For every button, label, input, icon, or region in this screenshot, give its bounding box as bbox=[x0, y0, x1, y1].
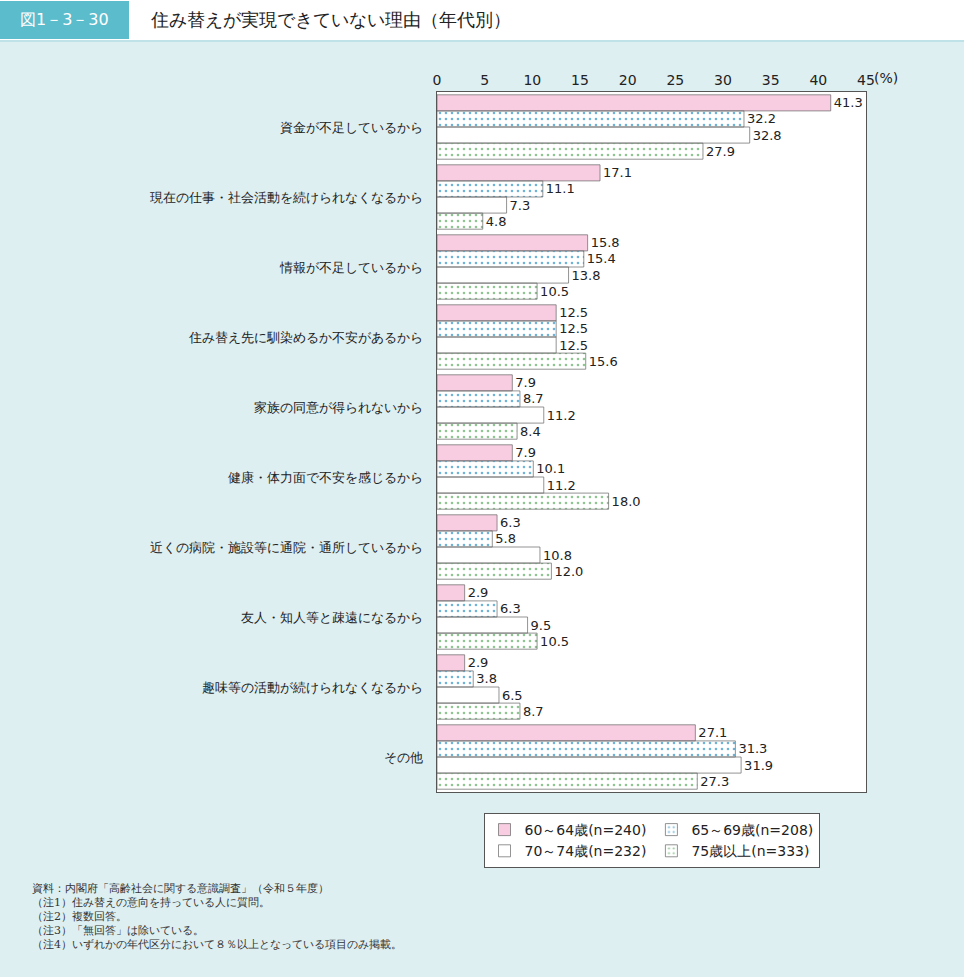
svg-text:7.9: 7.9 bbox=[515, 445, 536, 460]
svg-text:8.7: 8.7 bbox=[523, 391, 544, 406]
svg-text:31.9: 31.9 bbox=[744, 758, 773, 773]
html-text:住み替えが実現できていない理由（年代別）: 住み替えが実現できていない理由（年代別） bbox=[150, 9, 511, 30]
svg-text:9.5: 9.5 bbox=[531, 618, 552, 633]
svg-text:15: 15 bbox=[571, 72, 589, 88]
svg-text:家族の同意が得られないから: 家族の同意が得られないから bbox=[254, 400, 423, 415]
svg-text:その他: その他 bbox=[384, 750, 423, 765]
svg-text:18.0: 18.0 bbox=[612, 494, 641, 509]
svg-text:30: 30 bbox=[714, 72, 732, 88]
svg-text:住み替え先に馴染めるか不安があるから: 住み替え先に馴染めるか不安があるから bbox=[188, 330, 423, 345]
svg-text:10.5: 10.5 bbox=[540, 284, 569, 299]
svg-text:32.2: 32.2 bbox=[747, 111, 776, 126]
svg-text:8.7: 8.7 bbox=[523, 704, 544, 719]
svg-text:資金が不足しているから: 資金が不足しているから bbox=[280, 120, 423, 135]
svg-text:70～74歳(n=232): 70～74歳(n=232) bbox=[525, 843, 647, 859]
svg-text:10.5: 10.5 bbox=[540, 634, 569, 649]
svg-text:65～69歳(n=208): 65～69歳(n=208) bbox=[691, 822, 813, 838]
svg-text:32.8: 32.8 bbox=[753, 128, 782, 143]
svg-text:0: 0 bbox=[433, 72, 442, 88]
svg-text:11.1: 11.1 bbox=[546, 181, 575, 196]
html-text:資料：内閣府「高齢社会に関する意識調査」（令和５年度）: 資料：内閣府「高齢社会に関する意識調査」（令和５年度） bbox=[32, 882, 329, 895]
svg-text:20: 20 bbox=[619, 72, 637, 88]
svg-text:2.9: 2.9 bbox=[468, 585, 489, 600]
svg-text:40: 40 bbox=[809, 72, 827, 88]
svg-text:27.1: 27.1 bbox=[698, 725, 727, 740]
svg-text:45: 45 bbox=[857, 72, 875, 88]
html-text:（注2）複数回答。: （注2）複数回答。 bbox=[32, 910, 127, 923]
svg-text:友人・知人等と疎遠になるから: 友人・知人等と疎遠になるから bbox=[241, 610, 423, 625]
svg-text:6.3: 6.3 bbox=[500, 601, 521, 616]
svg-text:10: 10 bbox=[523, 72, 541, 88]
svg-text:27.9: 27.9 bbox=[706, 144, 735, 159]
svg-text:6.3: 6.3 bbox=[500, 515, 521, 530]
svg-text:25: 25 bbox=[666, 72, 684, 88]
svg-text:13.8: 13.8 bbox=[572, 268, 601, 283]
svg-text:60～64歳(n=240): 60～64歳(n=240) bbox=[525, 822, 647, 838]
html-text:（注4）いずれかの年代区分において８％以上となっている項目の: （注4）いずれかの年代区分において８％以上となっている項目のみ掲載。 bbox=[32, 938, 402, 951]
svg-text:10.1: 10.1 bbox=[536, 461, 565, 476]
svg-text:12.5: 12.5 bbox=[559, 338, 588, 353]
svg-text:12.5: 12.5 bbox=[559, 321, 588, 336]
svg-text:15.6: 15.6 bbox=[589, 354, 618, 369]
svg-text:6.5: 6.5 bbox=[502, 688, 523, 703]
svg-text:情報が不足しているから: 情報が不足しているから bbox=[279, 260, 423, 275]
svg-text:健康・体力面で不安を感じるから: 健康・体力面で不安を感じるから bbox=[228, 470, 423, 485]
svg-text:8.4: 8.4 bbox=[520, 424, 541, 439]
svg-text:75歳以上(n=333): 75歳以上(n=333) bbox=[691, 843, 809, 859]
svg-text:5.8: 5.8 bbox=[495, 531, 516, 546]
svg-text:11.2: 11.2 bbox=[547, 408, 576, 423]
svg-text:41.3: 41.3 bbox=[834, 95, 863, 110]
svg-text:7.3: 7.3 bbox=[510, 198, 531, 213]
svg-text:31.3: 31.3 bbox=[738, 741, 767, 756]
svg-text:10.8: 10.8 bbox=[543, 548, 572, 563]
svg-text:15.8: 15.8 bbox=[591, 235, 620, 250]
svg-text:5: 5 bbox=[480, 72, 489, 88]
svg-text:7.9: 7.9 bbox=[515, 375, 536, 390]
svg-text:趣味等の活動が続けられなくなるから: 趣味等の活動が続けられなくなるから bbox=[202, 680, 423, 695]
svg-text:17.1: 17.1 bbox=[603, 165, 632, 180]
svg-text:2.9: 2.9 bbox=[468, 655, 489, 670]
html-text:（注1）住み替えの意向を持っている人に質問。: （注1）住み替えの意向を持っている人に質問。 bbox=[32, 896, 270, 909]
svg-text:11.2: 11.2 bbox=[547, 478, 576, 493]
svg-text:3.8: 3.8 bbox=[476, 671, 497, 686]
svg-text:35: 35 bbox=[762, 72, 780, 88]
svg-text:近くの病院・施設等に通院・通所しているから: 近くの病院・施設等に通院・通所しているから bbox=[150, 540, 423, 555]
svg-text:現在の仕事・社会活動を続けられなくなるから: 現在の仕事・社会活動を続けられなくなるから bbox=[150, 190, 423, 205]
html-text:（注3）「無回答」は除いている。: （注3）「無回答」は除いている。 bbox=[32, 924, 204, 937]
svg-text:12.0: 12.0 bbox=[554, 564, 583, 579]
svg-text:(%): (%) bbox=[874, 70, 898, 86]
svg-text:12.5: 12.5 bbox=[559, 305, 588, 320]
svg-text:15.4: 15.4 bbox=[587, 251, 616, 266]
svg-text:27.3: 27.3 bbox=[700, 774, 729, 789]
svg-text:4.8: 4.8 bbox=[486, 214, 507, 229]
html-text:図1－3－30: 図1－3－30 bbox=[20, 10, 109, 29]
